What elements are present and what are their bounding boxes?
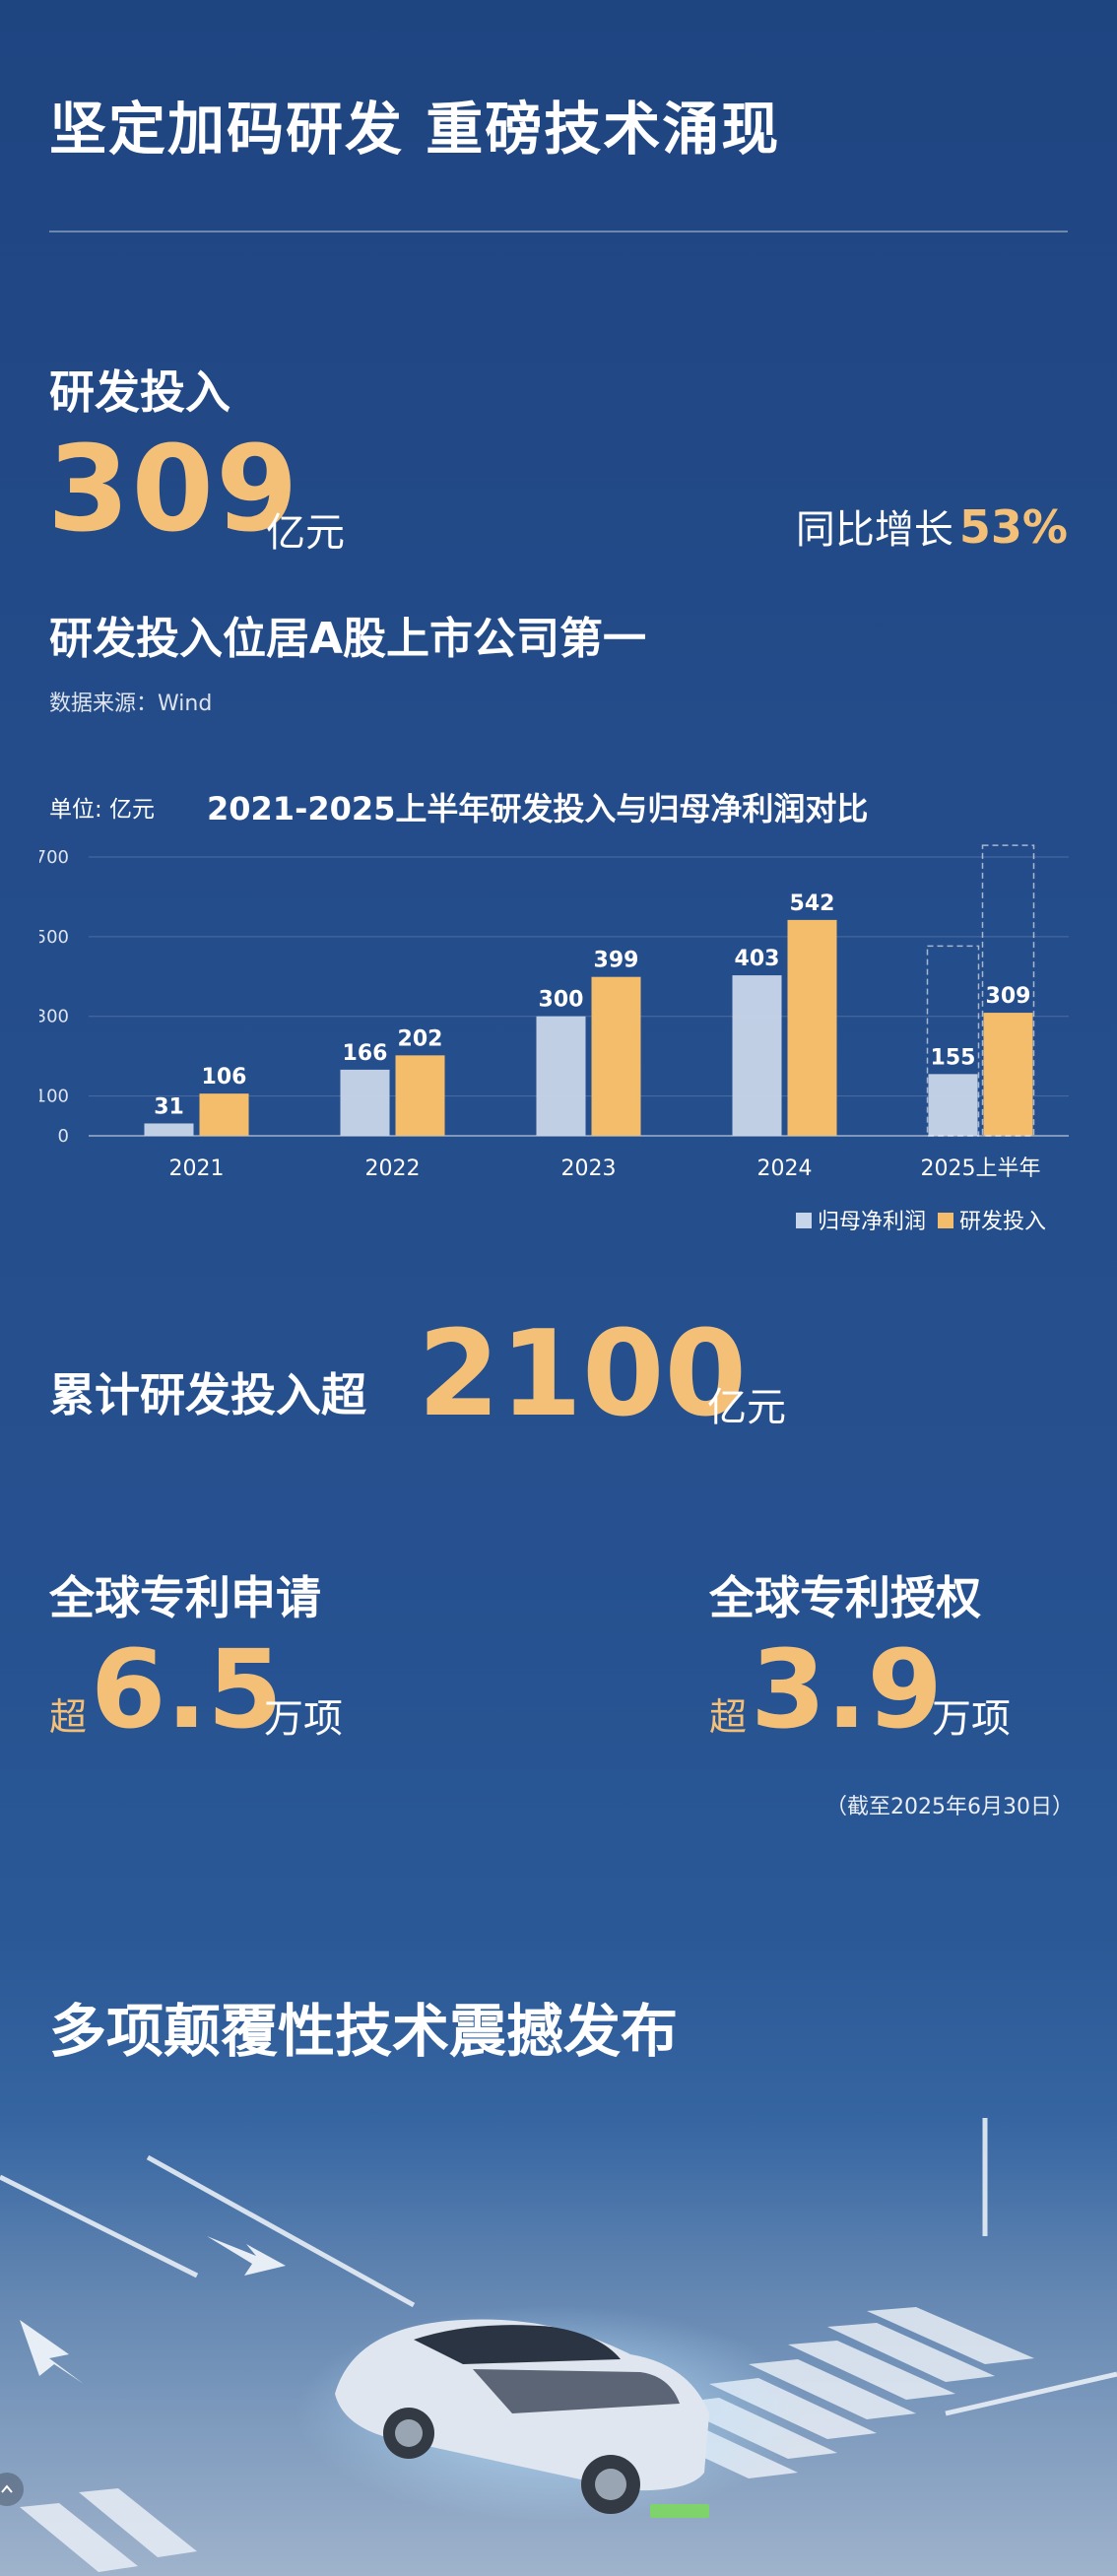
projection-box [926, 945, 980, 1137]
rd-value: 309 [47, 422, 300, 559]
legend-swatch-profit [796, 1213, 812, 1228]
data-label-rd: 542 [790, 892, 835, 916]
bar-chart: 0 100 300 500 700 2021 31 106 2022 166 202 2023 300 3… [39, 844, 1069, 1181]
data-label-rd: 106 [202, 1065, 247, 1090]
legend-label-rd: 研发投入 [959, 1210, 1047, 1234]
x-tick-label: 2025上半年 [921, 1156, 1041, 1181]
y-tick-label: 100 [39, 1087, 69, 1107]
data-label-rd: 309 [986, 984, 1031, 1009]
rd-yoy: 同比增长 53% [796, 497, 1068, 555]
car-illustration [0, 2118, 1117, 2576]
rd-rank: 研发投入位居A股上市公司第一 [49, 614, 647, 664]
page-title: 坚定加码研发 重磅技术涌现 [49, 96, 781, 163]
yoy-label: 同比增长 [795, 507, 953, 553]
bar-rd [983, 1013, 1033, 1136]
data-label-profit: 31 [154, 1094, 184, 1119]
rd-heading: 研发投入 [49, 365, 230, 419]
patent-grant-value: 3.9 [751, 1626, 943, 1752]
legend-item-rd: 研发投入 [938, 1204, 1046, 1235]
x-tick-label: 2021 [169, 1156, 225, 1181]
bar-profit [536, 1016, 586, 1136]
x-tick-label: 2023 [561, 1156, 617, 1181]
data-label-rd: 202 [398, 1026, 443, 1051]
patent-grant-heading: 全球专利授权 [709, 1571, 981, 1624]
patent-grant-prefix: 超 [709, 1695, 748, 1739]
bar-rd [199, 1093, 249, 1136]
bar-profit [144, 1123, 194, 1136]
scroll-up-button[interactable] [0, 2473, 24, 2506]
bar-rd [591, 976, 641, 1136]
data-label-rd: 399 [594, 949, 639, 973]
legend-label-profit: 归母净利润 [818, 1210, 927, 1234]
cumulative-value: 2100 [418, 1306, 747, 1443]
x-tick-label: 2024 [757, 1156, 813, 1181]
bar-rd [395, 1055, 445, 1136]
bar-profit [928, 1074, 978, 1136]
chart-unit-label: 单位: 亿元 [49, 797, 156, 823]
y-tick-label: 500 [39, 927, 69, 948]
patent-grant-unit: 万项 [932, 1696, 1011, 1742]
cumulative-label: 累计研发投入超 [49, 1368, 366, 1421]
legend-swatch-rd [938, 1213, 954, 1228]
as-of-date: （截至2025年6月30日） [825, 1795, 1074, 1819]
data-label-profit: 300 [539, 988, 584, 1013]
patent-apply-prefix: 超 [49, 1695, 88, 1739]
cumulative-unit: 亿元 [707, 1385, 786, 1430]
rd-unit: 亿元 [266, 510, 345, 556]
data-label-profit: 166 [343, 1041, 388, 1066]
projection-box [981, 844, 1035, 1137]
divider [49, 231, 1068, 232]
data-label-profit: 155 [931, 1045, 976, 1070]
x-tick-label: 2022 [365, 1156, 421, 1181]
patent-apply-unit: 万项 [264, 1696, 343, 1742]
y-tick-label: 0 [58, 1126, 69, 1147]
bar-profit [340, 1069, 390, 1136]
bar-profit [732, 975, 782, 1136]
yoy-value: 53% [958, 500, 1068, 554]
chart-legend: 归母净利润 研发投入 [796, 1204, 1046, 1235]
data-label-profit: 403 [735, 947, 780, 971]
chevron-up-icon [1, 2484, 13, 2493]
chart-title: 2021-2025上半年研发投入与归母净利润对比 [207, 790, 869, 827]
legend-item-profit: 归母净利润 [796, 1204, 926, 1235]
patent-apply-heading: 全球专利申请 [49, 1571, 321, 1624]
bar-rd [787, 919, 837, 1136]
y-tick-label: 700 [39, 847, 69, 868]
patent-apply-value: 6.5 [91, 1626, 283, 1752]
y-tick-label: 300 [39, 1007, 69, 1027]
tech-heading: 多项颠覆性技术震撼发布 [49, 1998, 679, 2065]
data-source: 数据来源：Wind [49, 692, 213, 716]
